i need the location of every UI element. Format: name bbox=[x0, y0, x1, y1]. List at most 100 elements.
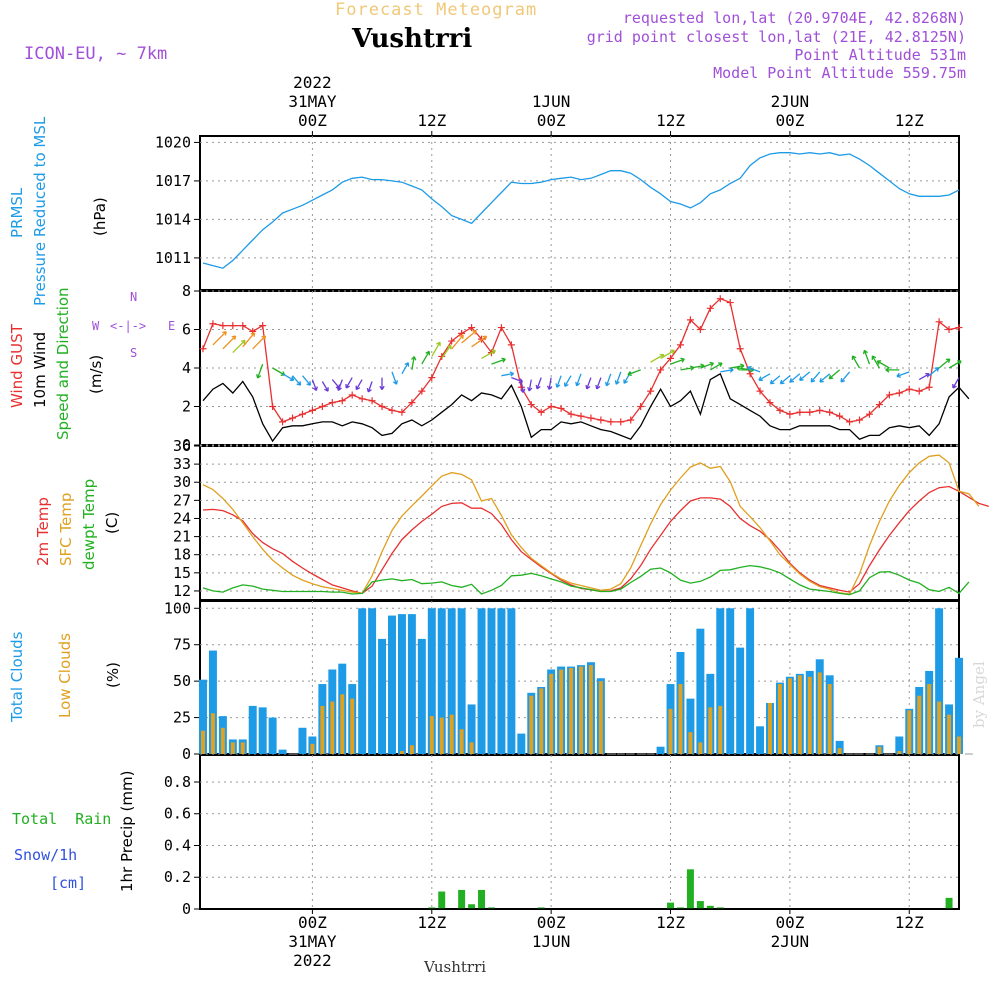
wind-arrow bbox=[212, 330, 227, 346]
pressure-tick-label-2: 1014 bbox=[155, 210, 191, 228]
time-label-bottom-2: 00Z 1JUN bbox=[531, 913, 571, 951]
low-cloud-bar bbox=[549, 673, 554, 754]
wind-arrow bbox=[461, 329, 477, 344]
wind-arrow bbox=[336, 379, 343, 392]
precip-tick-label-0: 0.8 bbox=[164, 773, 191, 791]
gust-marker bbox=[895, 389, 903, 397]
gust-marker bbox=[806, 408, 814, 416]
total-cloud-bar bbox=[368, 608, 377, 754]
time-label-top-5: 12Z bbox=[894, 111, 924, 130]
wind-arrow bbox=[222, 335, 237, 350]
low-cloud-bar bbox=[449, 714, 454, 754]
gust-marker bbox=[856, 416, 864, 424]
wind-arrow bbox=[252, 335, 267, 350]
gust-marker bbox=[398, 408, 406, 416]
precip-tick-label-4: 0 bbox=[182, 900, 191, 918]
clouds-tick-label-4: 0 bbox=[182, 745, 191, 763]
temperature-tick-label-1: 33 bbox=[173, 455, 191, 473]
gust-marker bbox=[229, 322, 237, 330]
low-cloud-bar bbox=[409, 745, 414, 754]
wind-arrow bbox=[401, 362, 410, 375]
low-cloud-bar bbox=[340, 694, 345, 754]
gust-marker bbox=[527, 401, 535, 409]
low-cloud-bar bbox=[598, 681, 603, 754]
gust-marker bbox=[259, 322, 267, 330]
gust-marker bbox=[298, 410, 306, 418]
total-cloud-bar bbox=[726, 608, 735, 754]
total-cloud-bar bbox=[487, 608, 496, 754]
clouds-tick-label-1: 75 bbox=[173, 636, 191, 654]
total-cloud-bar bbox=[457, 608, 466, 754]
gust-marker bbox=[597, 416, 605, 424]
wind-compass: N W <-|-> E S bbox=[92, 290, 178, 360]
low-cloud-bar bbox=[201, 730, 205, 754]
wind-arrow bbox=[331, 379, 341, 390]
compass-south: S bbox=[130, 346, 138, 360]
precip-label-snow-unit: [cm] bbox=[50, 874, 87, 892]
wind-arrow bbox=[256, 363, 264, 379]
time-label-bottom-3: 12Z bbox=[656, 913, 685, 932]
precip-panel-frame bbox=[199, 754, 960, 910]
wind-arrow bbox=[918, 372, 930, 381]
low-cloud-bar bbox=[907, 710, 912, 754]
gust-marker bbox=[537, 408, 545, 416]
total-cloud-bar bbox=[447, 608, 456, 754]
wind-arrow bbox=[391, 371, 399, 385]
total-cloud-bar bbox=[378, 638, 387, 754]
meteogram-title: Forecast Meteogram bbox=[335, 0, 538, 20]
signature: by Angel bbox=[970, 661, 988, 728]
requested-coords: requested lon,lat (20.9704E, 42.8268N) bbox=[622, 9, 966, 27]
wind-label-direction: Speed and Direction bbox=[54, 287, 72, 440]
gust-marker bbox=[497, 324, 505, 332]
wind-line-10m-wind bbox=[202, 372, 970, 443]
gust-marker bbox=[378, 403, 386, 410]
rain-bar bbox=[667, 902, 675, 909]
precip-tick-label-3: 0.2 bbox=[164, 868, 191, 886]
total-cloud-bar bbox=[298, 727, 307, 754]
gust-marker bbox=[348, 391, 356, 399]
low-cloud-bar bbox=[777, 684, 782, 754]
precip-tick-label-1: 0.6 bbox=[164, 805, 191, 823]
total-cloud-bar bbox=[258, 707, 267, 754]
total-cloud-bar bbox=[427, 608, 436, 754]
low-cloud-bar bbox=[957, 736, 961, 754]
wind-arrow bbox=[810, 371, 821, 383]
model-name: ICON-EU, ~ 7km bbox=[24, 44, 168, 64]
gust-marker bbox=[756, 387, 764, 395]
low-cloud-bar bbox=[429, 716, 434, 754]
model-altitude: Model Point Altitude 559.75m bbox=[713, 64, 966, 82]
gust-marker bbox=[647, 387, 655, 395]
low-cloud-bar bbox=[937, 701, 942, 754]
total-cloud-bar bbox=[507, 608, 516, 754]
rain-bar bbox=[686, 869, 694, 909]
wind-tick-label-3: 2 bbox=[182, 398, 191, 416]
wind-arrow bbox=[321, 381, 329, 392]
rain-bar bbox=[716, 907, 724, 909]
wind-arrow bbox=[952, 377, 960, 389]
low-cloud-bar bbox=[569, 668, 574, 754]
wind-tick-label-4: 0 bbox=[182, 436, 191, 454]
gust-marker bbox=[289, 414, 297, 422]
low-cloud-bar bbox=[210, 713, 215, 754]
wind-arrow bbox=[769, 375, 781, 385]
pressure-panel-frame bbox=[199, 135, 960, 291]
gust-marker bbox=[209, 320, 217, 328]
wind-label-unit: (m/s) bbox=[87, 354, 105, 394]
total-cloud-bar bbox=[935, 608, 944, 754]
wind-arrow bbox=[789, 373, 801, 383]
total-cloud-bar bbox=[696, 628, 705, 754]
time-label-top-0: 2022 31MAY 00Z bbox=[288, 73, 337, 130]
compass-east: E bbox=[168, 319, 176, 333]
gust-marker bbox=[875, 401, 883, 409]
gust-marker bbox=[328, 399, 336, 407]
gust-marker bbox=[358, 395, 366, 403]
wind-arrow bbox=[302, 375, 312, 386]
low-cloud-bar bbox=[877, 746, 882, 754]
rain-bar bbox=[487, 907, 495, 909]
wind-arrow bbox=[604, 373, 612, 387]
gust-marker bbox=[428, 374, 436, 382]
low-cloud-bar bbox=[320, 705, 325, 754]
cloud-label-unit: (%) bbox=[104, 662, 122, 688]
wind-arrow bbox=[896, 371, 910, 378]
precip-label-unit: 1hr Precip (mm) bbox=[118, 770, 136, 892]
